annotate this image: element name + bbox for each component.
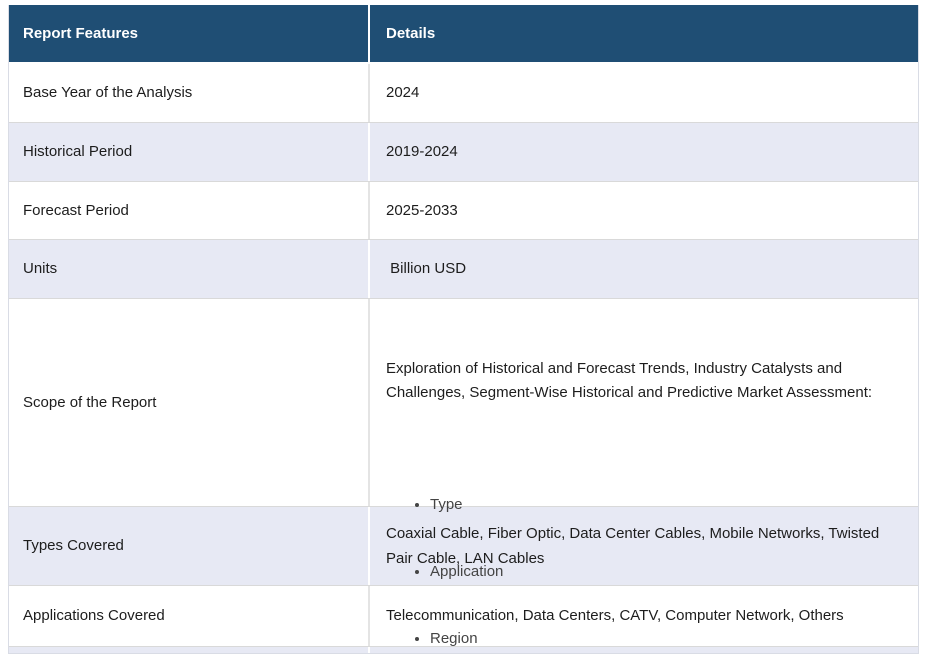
feature-cell: Types Covered <box>9 507 370 585</box>
detail-value: Billion USD <box>386 260 467 277</box>
table-row-scope: Scope of the Report Exploration of Histo… <box>9 299 918 647</box>
feature-cell: Scope of the Report <box>9 299 370 506</box>
header-label-report-features: Report Features <box>23 24 139 42</box>
feature-label: Units <box>23 260 58 277</box>
detail-cell: 2019-2024 <box>370 123 918 181</box>
table-header-row: Report Features Details <box>9 5 918 64</box>
detail-cell <box>370 647 918 653</box>
scope-intro-text: Exploration of Historical and Forecast T… <box>386 360 873 401</box>
header-cell-report-features: Report Features <box>9 5 370 62</box>
table-row-forecast-period: Forecast Period 2025-2033 <box>9 182 918 240</box>
header-label-details: Details <box>386 24 436 42</box>
detail-value: Coaxial Cable, Fiber Optic, Data Center … <box>386 525 884 567</box>
detail-value: 2024 <box>386 84 420 101</box>
detail-cell: 2024 <box>370 64 918 122</box>
detail-cell-scope: Exploration of Historical and Forecast T… <box>370 299 918 647</box>
report-features-table: Report Features Details Base Year of the… <box>8 5 919 654</box>
table-row-partial <box>9 647 918 653</box>
table-row-base-year: Base Year of the Analysis 2024 <box>9 64 918 123</box>
scope-bullet-item: Type <box>430 494 902 515</box>
detail-value: 2019-2024 <box>386 143 458 160</box>
feature-cell: Units <box>9 240 370 298</box>
detail-cell: Billion USD <box>370 240 918 298</box>
scope-bullet-item: Application <box>430 561 902 582</box>
feature-cell: Applications Covered <box>9 586 370 646</box>
table-row-historical-period: Historical Period 2019-2024 <box>9 123 918 182</box>
feature-label: Types Covered <box>23 537 124 554</box>
detail-cell: 2025-2033 <box>370 182 918 239</box>
table-row-applications-covered: Applications Covered Telecommunication, … <box>9 586 918 647</box>
feature-label: Forecast Period <box>23 201 129 219</box>
detail-value: 2025-2033 <box>386 201 458 219</box>
scope-bullet-item: Region <box>430 628 902 649</box>
feature-label: Scope of the Report <box>23 393 157 411</box>
table-row-units: Units Billion USD <box>9 240 918 299</box>
feature-label: Historical Period <box>23 143 133 160</box>
feature-cell <box>9 647 370 653</box>
header-cell-details: Details <box>370 5 918 62</box>
feature-label: Applications Covered <box>23 607 165 624</box>
scope-bullet-list: Type Application Region <box>386 454 902 653</box>
feature-cell: Forecast Period <box>9 182 370 239</box>
feature-cell: Base Year of the Analysis <box>9 64 370 122</box>
detail-cell: Telecommunication, Data Centers, CATV, C… <box>370 586 918 646</box>
table-row-types-covered: Types Covered Coaxial Cable, Fiber Optic… <box>9 507 918 586</box>
feature-cell: Historical Period <box>9 123 370 181</box>
feature-label: Base Year of the Analysis <box>23 84 193 101</box>
detail-value: Telecommunication, Data Centers, CATV, C… <box>386 607 844 624</box>
detail-cell: Coaxial Cable, Fiber Optic, Data Center … <box>370 507 918 585</box>
